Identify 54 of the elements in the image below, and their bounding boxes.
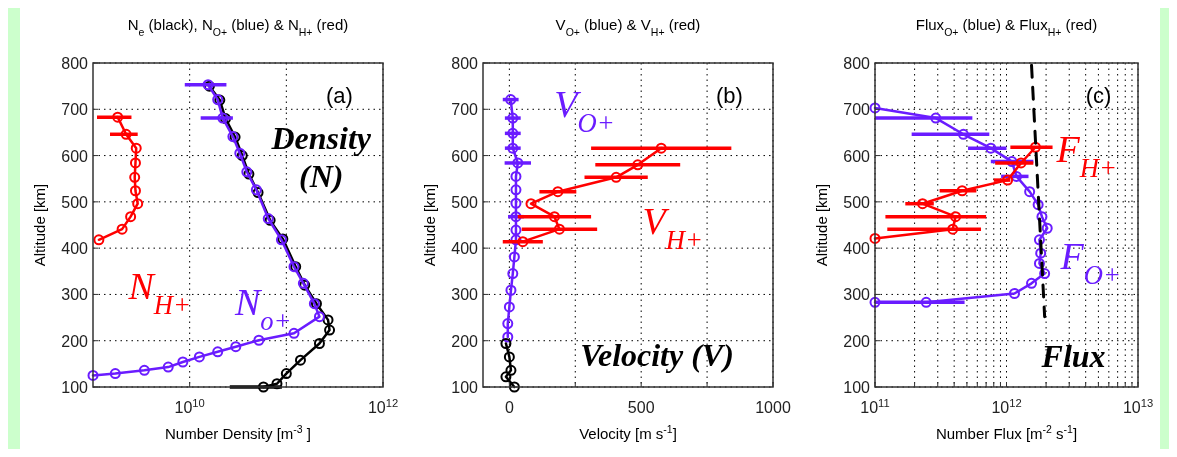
x-tick-label: 10$^{11}$	[860, 397, 890, 416]
y-tick-label: 800	[843, 55, 871, 72]
y-tick-label: 200	[843, 332, 871, 350]
series-label: N$_{o+}$	[233, 280, 292, 336]
chart-title: V$_{O+}$ (blue) & V$_{H+}$ (red)	[555, 16, 701, 38]
x-tick-label: 500	[627, 399, 655, 416]
y-tick-label: 500	[451, 193, 479, 211]
annotation: Velocity (V)	[580, 336, 734, 373]
y-tick-label: 500	[843, 193, 871, 211]
series-label: F$_{O+}$	[1059, 235, 1121, 291]
chart-title: Flux$_{O+}$ (blue) & Flux$_{H+}$ (red)	[915, 16, 1098, 38]
y-tick-label: 300	[451, 286, 479, 304]
y-tick-label: 400	[61, 240, 89, 258]
y-tick-label: 700	[61, 101, 89, 119]
y-tick-label: 700	[451, 101, 479, 119]
y-tick-label: 400	[451, 240, 479, 258]
y-tick-label: 700	[843, 101, 871, 119]
series-label: N$_{H+}$	[127, 264, 191, 320]
y-tick-label: 600	[843, 147, 871, 165]
x-axis-title: Number Density [m$^{-3}$ ]	[164, 423, 312, 442]
x-tick-label: 10$^{10}$	[174, 397, 205, 416]
annotation: (b)	[716, 83, 743, 109]
y-axis-title: Altitude [km]	[813, 183, 830, 267]
series-label: V$_{H+}$	[642, 199, 703, 255]
annotation: (N)	[299, 158, 344, 195]
y-tick-label: 600	[61, 147, 89, 165]
y-tick-label: 300	[61, 286, 89, 304]
chart-title: N$_{e}$ (black), N$_{O+}$ (blue) & N$_{H+}$ (red)	[127, 16, 349, 38]
x-tick-label: 1000	[755, 399, 791, 416]
annotation: (a)	[326, 83, 353, 109]
y-tick-label: 200	[61, 332, 89, 350]
series-label: F$_{H+}$	[1055, 128, 1117, 184]
x-axis-title: Velocity [m s$^{-1}$]	[579, 423, 677, 442]
y-axis-title: Altitude [km]	[31, 183, 48, 267]
y-tick-label: 800	[61, 55, 89, 72]
y-tick-label: 200	[451, 332, 479, 350]
y-tick-label: 600	[451, 147, 479, 165]
x-tick-label: 10$^{12}$	[367, 397, 399, 416]
annotation: Flux	[1040, 338, 1106, 375]
y-tick-label: 400	[843, 240, 871, 258]
x-tick-label: 10$^{12}$	[991, 397, 1022, 416]
annotation: Density	[270, 119, 372, 156]
y-tick-label: 800	[451, 55, 479, 72]
x-axis-title: Number Flux [m$^{-2}$ s$^{-1}$]	[935, 423, 1078, 442]
x-tick-label: 0	[504, 399, 514, 416]
y-tick-label: 100	[843, 379, 871, 396]
y-axis-title: Altitude [km]	[421, 183, 438, 267]
annotation: (c)	[1085, 83, 1112, 109]
x-tick-label: 10$^{13}$	[1122, 397, 1154, 416]
y-tick-label: 500	[61, 193, 89, 211]
y-tick-label: 100	[451, 379, 479, 396]
y-tick-label: 300	[843, 286, 871, 304]
series-label: V$_{O+}$	[554, 83, 615, 139]
y-tick-label: 100	[61, 379, 89, 396]
